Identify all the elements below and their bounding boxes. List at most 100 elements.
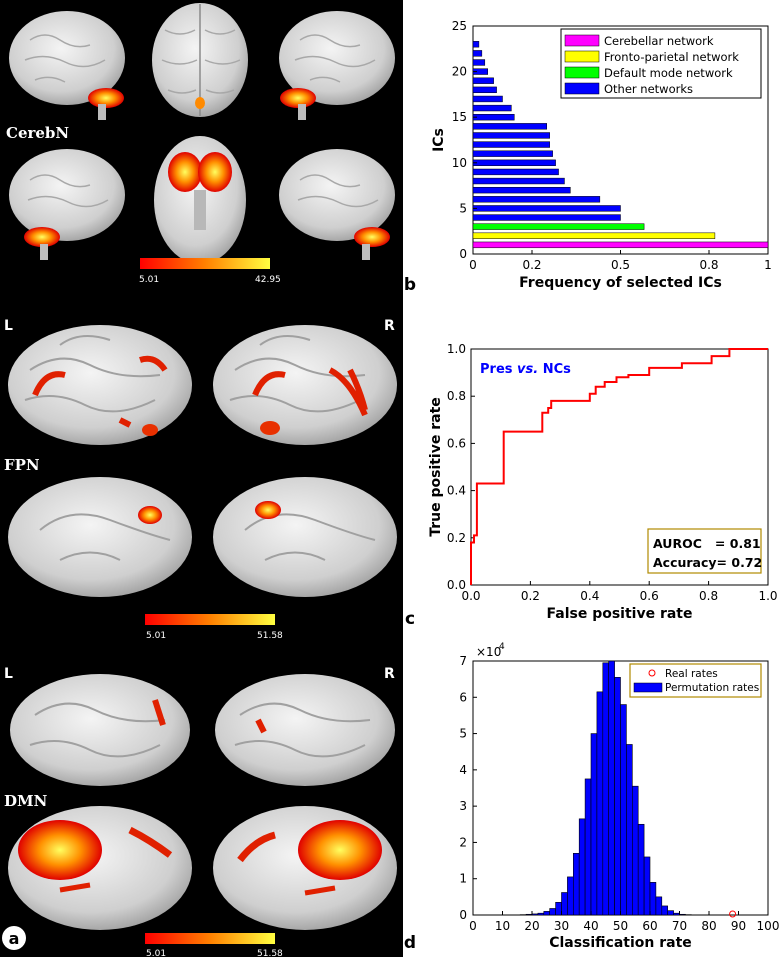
histogram-bar [537, 912, 545, 916]
y-tick-label: 0.0 [447, 578, 466, 592]
metric-text: AUROC = 0.81 [653, 536, 761, 551]
histogram-bar [555, 901, 562, 916]
bar [472, 114, 515, 121]
bar [472, 223, 645, 230]
legend-swatch [564, 34, 600, 47]
legend-label: Permutation rates [665, 682, 759, 694]
roc-annotation-part: Pres [480, 362, 517, 377]
x-axis-label: False positive rate [547, 606, 693, 622]
histogram-bar [655, 896, 663, 916]
bar [472, 168, 559, 176]
histogram-bar [643, 856, 651, 916]
x-tick-label: 80 [701, 919, 716, 933]
histogram-bar [602, 662, 610, 916]
charts-column: 0 0.2 0.5 0.8 1 0 5 10 15 20 25 Frequency of select… [403, 0, 782, 957]
fpn-scale-max: 51.58 [257, 631, 283, 641]
fpn-left-marker: L [4, 318, 13, 334]
x-tick-label: 0.0 [461, 589, 480, 603]
dmn-brain-right-medial [213, 806, 397, 930]
roc-annotation: Pres vs. NCs [480, 362, 571, 377]
brain-maps-svg: CerebN 5.01 42.95 L R [2, 3, 397, 957]
cerebn-color-scale: 5.01 42.95 [139, 258, 281, 285]
fpn-label: FPN [4, 456, 40, 474]
x-axis-label: Frequency of selected ICs [519, 275, 722, 291]
fpn-right-marker: R [384, 318, 395, 334]
real-rate-marker [729, 910, 737, 918]
x-tick-label: 90 [731, 919, 746, 933]
x-tick-label: 60 [642, 919, 657, 933]
x-tick-label: 70 [672, 919, 687, 933]
dmn-right-marker: R [384, 666, 395, 682]
histogram-bar [531, 913, 539, 916]
y-multiplier: ×10 [476, 645, 501, 659]
histogram-bar [626, 744, 633, 916]
x-tick-label: 30 [554, 919, 569, 933]
bar [472, 214, 621, 221]
bar [472, 123, 547, 130]
dmn-label: DMN [4, 792, 48, 810]
bar [472, 41, 480, 48]
metrics-box [647, 528, 762, 574]
x-tick-label: 50 [613, 919, 628, 933]
x-tick-label: 0 [469, 919, 477, 933]
bar [472, 205, 621, 212]
dmn-left-marker: L [4, 666, 13, 682]
x-tick-label: 40 [583, 919, 598, 933]
cerebn-brain-left-medial [9, 149, 125, 260]
bar [472, 150, 553, 157]
metric-text: Accuracy= 0.72 [653, 555, 762, 570]
bar [472, 50, 483, 57]
x-tick-label: 20 [524, 919, 539, 933]
x-tick-label: 0.8 [699, 589, 718, 603]
histogram-bar [620, 704, 627, 916]
bar [472, 104, 512, 112]
y-multiplier-exponent: 4 [499, 642, 505, 652]
histogram-bar [578, 818, 586, 916]
bar [472, 196, 601, 203]
y-tick-label: 0.2 [447, 531, 466, 545]
histogram-bar [649, 882, 657, 916]
x-tick-label: 0.8 [699, 258, 718, 272]
permutation-histogram: 0 10 20 30 40 50 60 70 80 90 10001234567×104Classi… [459, 642, 779, 951]
roc-chart: 0.0 0.2 0.4 0.6 0.8 1.0 0.0 0.2 0.4 0.6 0.8 1.0 Pres… [428, 342, 778, 622]
histogram-bar [679, 913, 686, 916]
y-tick-label: 4 [459, 763, 467, 777]
y-tick-label: 10 [452, 156, 467, 170]
y-axis-label: True positive rate [428, 397, 444, 537]
y-axis-label: ICs [431, 128, 447, 152]
fpn-brain-left-medial [8, 477, 192, 597]
cerebn-scale-max: 42.95 [255, 275, 281, 285]
cerebn-label: CerebN [6, 124, 69, 142]
x-tick-label: 100 [757, 919, 780, 933]
x-axis-label: Classification rate [549, 935, 692, 951]
histogram-bar [590, 733, 598, 916]
y-tick-label: 20 [452, 65, 467, 79]
y-tick-label: 0.8 [447, 389, 466, 403]
bar [472, 177, 565, 185]
bar [472, 159, 556, 166]
bar [472, 186, 571, 194]
y-tick-label: 2 [459, 835, 467, 849]
panel-letter: b [404, 275, 416, 295]
cerebn-brain-right-medial [279, 149, 395, 260]
y-tick-label: 1.0 [447, 342, 466, 356]
fpn-brain-right-medial [213, 477, 397, 597]
bar [472, 59, 486, 66]
bar [472, 241, 769, 249]
y-tick-label: 15 [452, 110, 467, 124]
histogram-bar [667, 910, 674, 916]
dmn-brain-right-lateral [215, 674, 395, 786]
bar [472, 86, 497, 94]
bar [472, 132, 550, 139]
bar [472, 232, 716, 239]
x-tick-label: 1 [764, 258, 772, 272]
x-tick-label: 0.2 [522, 258, 541, 272]
x-tick-label: 0 [469, 258, 477, 272]
dmn-scale-min: 5.01 [146, 949, 166, 957]
x-tick-label: 0.6 [640, 589, 659, 603]
histogram-bar [567, 876, 574, 916]
roc-curve [470, 348, 768, 585]
cerebn-scale-min: 5.01 [139, 275, 159, 285]
legend-label: Default mode network [604, 66, 733, 80]
